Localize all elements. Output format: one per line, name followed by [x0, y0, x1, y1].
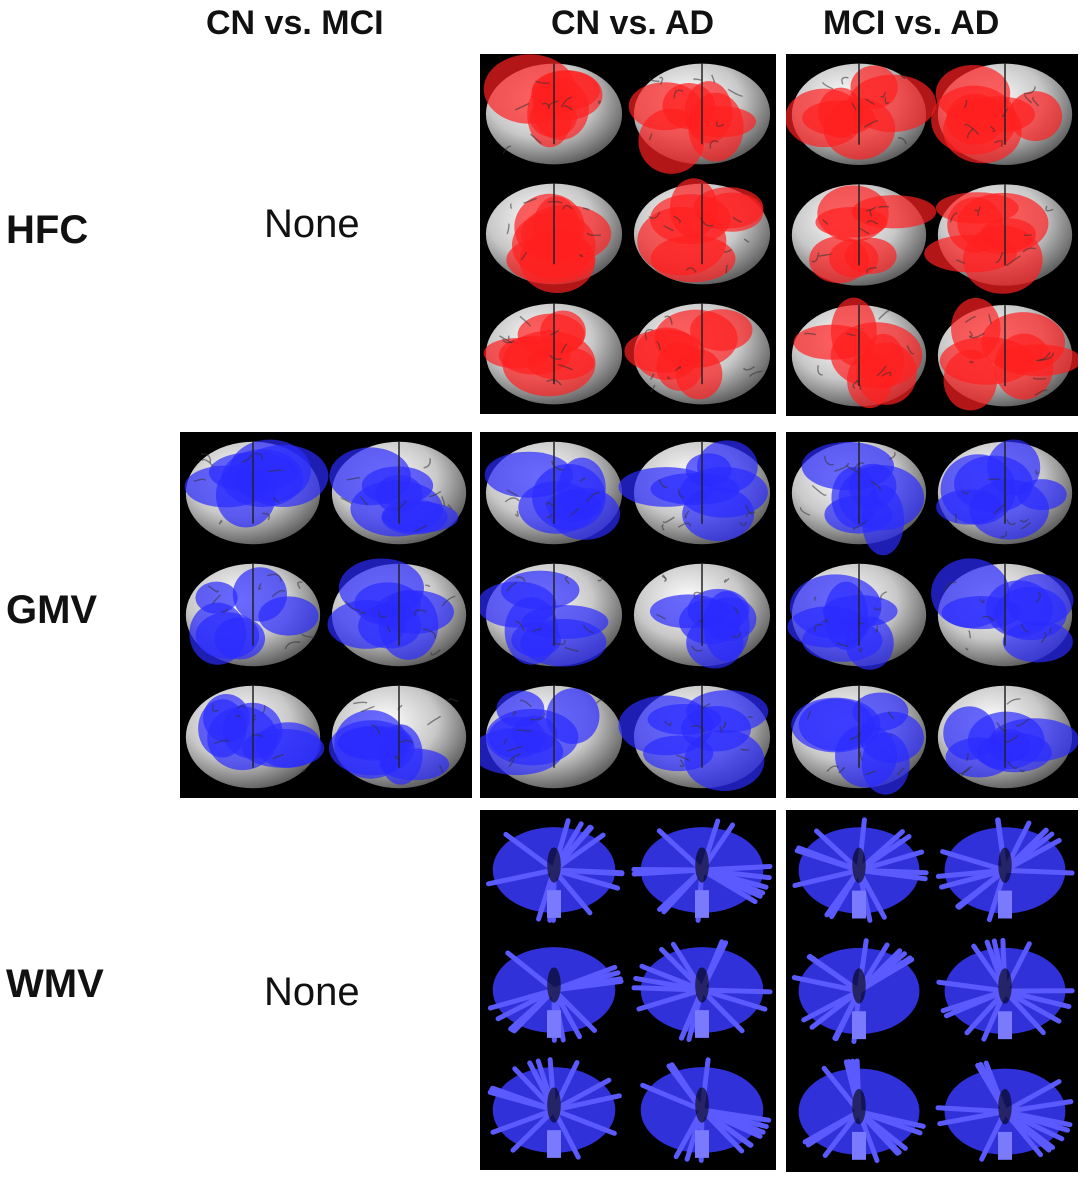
column-header-cn-vs-ad: CN vs. AD [551, 4, 715, 42]
brain-view-front [483, 54, 623, 165]
brain-view-bottom [791, 685, 927, 795]
brain-view-bottom [487, 1057, 622, 1160]
column-header-mci-vs-ad: MCI vs. AD [823, 4, 1000, 42]
brain-view-left [487, 947, 624, 1043]
hfc-cn-vs-mci-none: None [264, 202, 360, 246]
brain-view-right [931, 558, 1074, 667]
brain-view-back [936, 439, 1073, 545]
brain-view-front [791, 441, 927, 556]
brain-view-top [624, 303, 771, 405]
brain-view-front [484, 441, 623, 545]
brain-view-bottom [791, 297, 927, 409]
row-label-gmv: GMV [6, 588, 98, 632]
brain-view-top [618, 685, 771, 791]
column-header-cn-vs-mci: CN vs. MCI [206, 4, 384, 42]
brain-view-front [184, 439, 329, 545]
brain-view-back [935, 817, 1075, 923]
brain-view-back [931, 63, 1073, 166]
brain-view-top [328, 685, 467, 789]
brain-view-back [628, 63, 771, 174]
brain-view-top [937, 297, 1078, 411]
brain-view-bottom [483, 303, 623, 405]
brain-view-bottom [185, 685, 325, 789]
brain-view-right [633, 563, 771, 669]
brain-view-right [936, 937, 1075, 1042]
brain-view-top [937, 685, 1078, 789]
brain-view-top [935, 1060, 1074, 1162]
wmv-cn-vs-mci-none: None [264, 970, 360, 1014]
brain-view-front [786, 63, 937, 166]
brain-view-bottom [798, 1058, 926, 1163]
gmv-cn-vs-mci-panel [180, 432, 472, 798]
brain-view-right [924, 184, 1073, 294]
hfc-cn-vs-ad-panel [480, 54, 776, 414]
gmv-cn-vs-ad-panel [480, 432, 776, 798]
brain-view-left [787, 563, 927, 670]
brain-view-back [618, 440, 771, 545]
brain-view-front [792, 817, 929, 923]
brain-view-right [327, 558, 467, 667]
row-label-wmv: WMV [6, 962, 104, 1006]
brain-view-left [791, 184, 937, 286]
brain-view-top [640, 1057, 772, 1163]
brain-view-back [631, 818, 773, 923]
row-label-hfc: HFC [6, 208, 89, 252]
brain-view-left [480, 563, 623, 667]
brain-view-front [486, 818, 625, 923]
gmv-mci-vs-ad-panel [786, 432, 1078, 798]
brain-view-bottom [480, 685, 623, 789]
brain-view-back [329, 441, 467, 545]
brain-view-left [185, 563, 321, 667]
brain-view-left [791, 938, 920, 1045]
brain-view-right [631, 939, 773, 1042]
wmv-cn-vs-ad-panel [480, 810, 776, 1170]
wmv-mci-vs-ad-panel [786, 810, 1078, 1172]
brain-view-right [633, 178, 771, 285]
hfc-mci-vs-ad-panel [786, 54, 1078, 416]
brain-view-left [485, 183, 623, 294]
